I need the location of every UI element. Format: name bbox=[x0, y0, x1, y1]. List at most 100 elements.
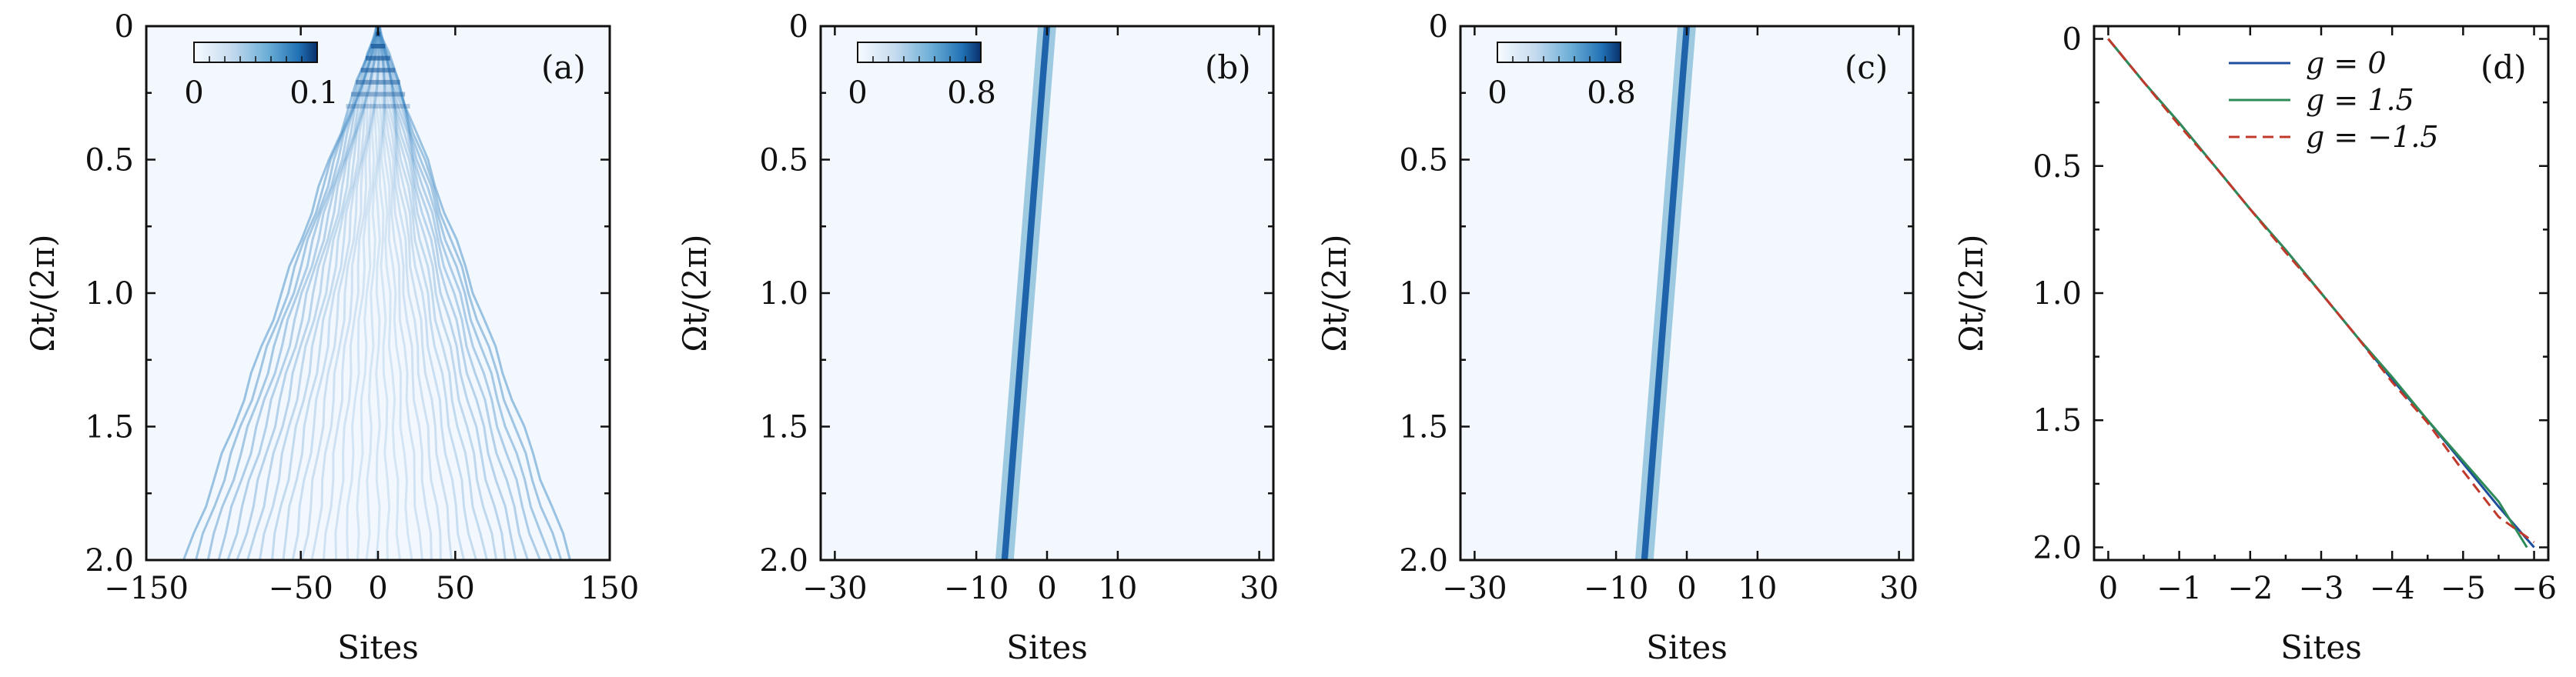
y-axis-label: Ωt/(2π) bbox=[24, 235, 62, 352]
panel-label: (b) bbox=[1205, 48, 1251, 86]
interference-fringe bbox=[378, 25, 465, 561]
y-tick-label: 2.0 bbox=[85, 543, 134, 579]
interference-fringe bbox=[182, 25, 381, 561]
y-ticks: 0 0.5 1.0 1.5 2.0 bbox=[759, 9, 1273, 579]
x-tick-label: −5 bbox=[2441, 571, 2486, 606]
y-axis-label: Ωt/(2π) bbox=[1952, 235, 1990, 352]
x-tick-label: −10 bbox=[1584, 571, 1648, 606]
colorbar-ticks bbox=[857, 56, 982, 62]
y-tick-label: 2.0 bbox=[1399, 543, 1448, 579]
colorbar-min-label: 0 bbox=[848, 75, 867, 111]
x-tick-label: 10 bbox=[1098, 571, 1137, 606]
y-tick-label: 0.5 bbox=[759, 143, 808, 178]
interference-fringe bbox=[356, 25, 380, 561]
interference-fringe bbox=[376, 25, 402, 561]
interference-fringe bbox=[322, 25, 381, 561]
interference-fringe bbox=[271, 25, 380, 561]
y-ticks: 0 0.5 1.0 1.5 2.0 bbox=[85, 9, 610, 579]
series-lines bbox=[2107, 38, 2535, 549]
y-tick-label: 0 bbox=[2062, 22, 2082, 58]
y-ticks: 0 0.5 1.0 1.5 2.0 bbox=[2032, 22, 2548, 565]
interference-fringe bbox=[258, 25, 381, 561]
colorbar-max-label: 0.8 bbox=[947, 75, 996, 111]
interference-fringe bbox=[375, 25, 571, 561]
wavepacket-core bbox=[1641, 26, 1691, 560]
x-tick-label: 150 bbox=[580, 571, 639, 606]
y-axis-label: Ωt/(2π) bbox=[1316, 235, 1353, 352]
x-tick-label: −2 bbox=[2227, 571, 2273, 606]
x-tick-label: 0 bbox=[1037, 571, 1056, 606]
interference-fringe bbox=[300, 25, 378, 561]
y-tick-label: 0.5 bbox=[85, 143, 134, 178]
interference-fringe bbox=[375, 25, 381, 561]
interference-fringe bbox=[375, 25, 423, 561]
interference-fringe bbox=[217, 25, 378, 561]
interference-fringe bbox=[334, 25, 381, 561]
x-tick-label: −150 bbox=[104, 571, 189, 606]
y-tick-label: 2.0 bbox=[759, 543, 808, 579]
x-axis-label: Sites bbox=[337, 629, 419, 666]
interference-fringe bbox=[375, 25, 433, 561]
x-tick-label: 30 bbox=[1879, 571, 1919, 606]
colorbar-min-label: 0 bbox=[1487, 75, 1507, 111]
y-tick-label: 1.5 bbox=[759, 410, 808, 445]
x-tick-label: −4 bbox=[2370, 571, 2415, 606]
interference-fringe bbox=[310, 25, 380, 561]
x-tick-label: 10 bbox=[1738, 571, 1777, 606]
legend: g = 0g = 1.5g = −1.5 bbox=[2229, 46, 2439, 154]
interference-fringe bbox=[376, 25, 488, 561]
wavepacket-track bbox=[1634, 26, 1696, 560]
interference-fringe bbox=[195, 25, 381, 561]
interference-fringe bbox=[376, 25, 413, 561]
panel-c: −30 −10 0 10 30 0 0.5 1.0 1.5 2.0 (c) Sites Ωt/(… bbox=[1316, 9, 1919, 666]
x-axis-label: Sites bbox=[1646, 629, 1728, 666]
x-tick-label: −50 bbox=[268, 571, 333, 606]
y-tick-label: 2.0 bbox=[2032, 530, 2082, 565]
x-tick-label: 50 bbox=[436, 571, 475, 606]
colorbar-max-label: 0.8 bbox=[1587, 75, 1636, 111]
colorbar-max-label: 0.1 bbox=[289, 75, 339, 111]
y-tick-label: 1.0 bbox=[2032, 276, 2082, 312]
y-tick-label: 1.5 bbox=[1399, 410, 1448, 445]
y-tick-label: 1.0 bbox=[759, 276, 808, 312]
interference-fringe bbox=[376, 25, 391, 561]
x-axis-label: Sites bbox=[2280, 629, 2362, 666]
x-tick-label: −3 bbox=[2299, 571, 2344, 606]
heatmap-background bbox=[146, 26, 610, 560]
interference-fringe bbox=[378, 25, 541, 561]
interference-fringe bbox=[377, 25, 517, 561]
colorbar-ticks bbox=[1497, 56, 1621, 62]
y-ticks: 0 0.5 1.0 1.5 2.0 bbox=[1399, 9, 1913, 579]
interference-fringe bbox=[376, 25, 507, 561]
interference-fringe bbox=[376, 25, 442, 561]
interference-fringe bbox=[375, 25, 498, 561]
legend-label: g = 0 bbox=[2306, 46, 2387, 80]
interference-fringe bbox=[365, 25, 380, 561]
x-tick-label: 30 bbox=[1239, 571, 1279, 606]
x-tick-label: 0 bbox=[368, 571, 387, 606]
interference-fringe bbox=[206, 25, 380, 561]
y-tick-label: 1.5 bbox=[2032, 403, 2082, 439]
x-ticks: −30 −10 0 10 30 bbox=[802, 26, 1279, 606]
x-axis-label: Sites bbox=[1006, 629, 1088, 666]
interference-fringe bbox=[246, 25, 380, 561]
x-ticks: −30 −10 0 10 30 bbox=[1442, 26, 1919, 606]
x-tick-label: 0 bbox=[2099, 571, 2118, 606]
x-tick-label: −6 bbox=[2511, 571, 2557, 606]
y-tick-label: 1.5 bbox=[85, 410, 134, 445]
y-tick-label: 1.0 bbox=[85, 276, 134, 312]
colorbar: 0 0.1 bbox=[184, 42, 339, 111]
interference-fringe bbox=[377, 25, 477, 561]
interference-fringe bbox=[378, 25, 453, 561]
y-tick-label: 0 bbox=[115, 9, 134, 45]
series-line bbox=[2107, 38, 2535, 544]
wavepacket-core bbox=[1001, 26, 1051, 560]
y-tick-label: 0 bbox=[1429, 9, 1448, 45]
x-tick-label: −10 bbox=[944, 571, 1009, 606]
x-tick-label: −30 bbox=[1442, 571, 1507, 606]
panel-label: (d) bbox=[2481, 48, 2527, 86]
interference-fringe bbox=[376, 25, 553, 561]
interference-fringe bbox=[282, 25, 379, 561]
colorbar-min-label: 0 bbox=[184, 75, 203, 111]
